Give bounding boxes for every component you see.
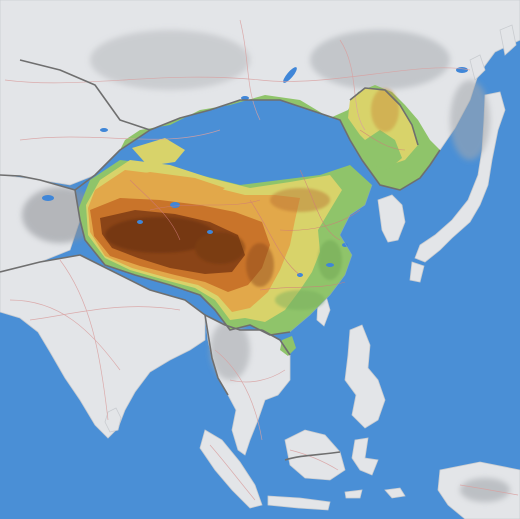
relief-shading — [22, 30, 510, 502]
relief-texture — [105, 88, 399, 310]
tarim-basin — [110, 172, 225, 198]
junggar-basin — [132, 138, 185, 166]
admin-boundaries — [129, 129, 406, 291]
hainan-island — [280, 336, 296, 356]
roads — [4, 19, 519, 501]
coastline — [289, 184, 373, 333]
northeast-plain — [365, 130, 402, 170]
country-boundaries — [0, 59, 441, 461]
